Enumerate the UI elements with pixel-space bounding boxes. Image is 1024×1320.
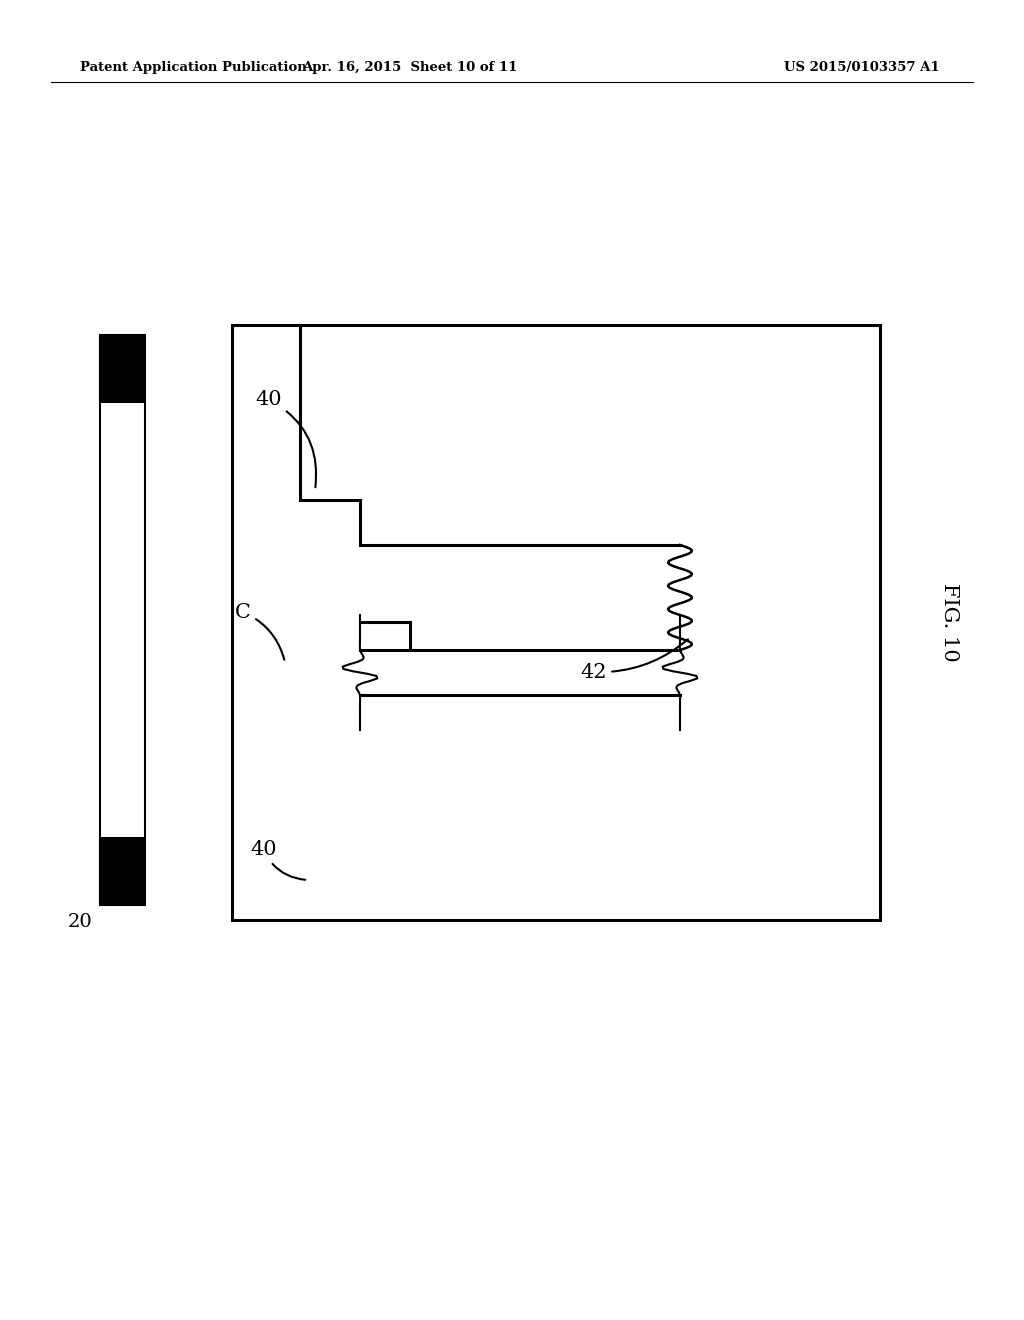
Bar	[100, 335, 145, 906]
Text: Apr. 16, 2015  Sheet 10 of 11: Apr. 16, 2015 Sheet 10 of 11	[302, 62, 518, 74]
Text: 42: 42	[580, 639, 688, 681]
Text: 40: 40	[255, 389, 316, 487]
Text: 20: 20	[68, 913, 92, 931]
Bar	[232, 325, 880, 920]
Bar	[100, 837, 145, 906]
Text: US 2015/0103357 A1: US 2015/0103357 A1	[784, 62, 940, 74]
Text: C: C	[234, 602, 285, 660]
Text: 40: 40	[250, 840, 305, 880]
Bar	[100, 335, 145, 404]
Text: Patent Application Publication: Patent Application Publication	[80, 62, 307, 74]
Text: FIG. 10: FIG. 10	[940, 583, 959, 661]
